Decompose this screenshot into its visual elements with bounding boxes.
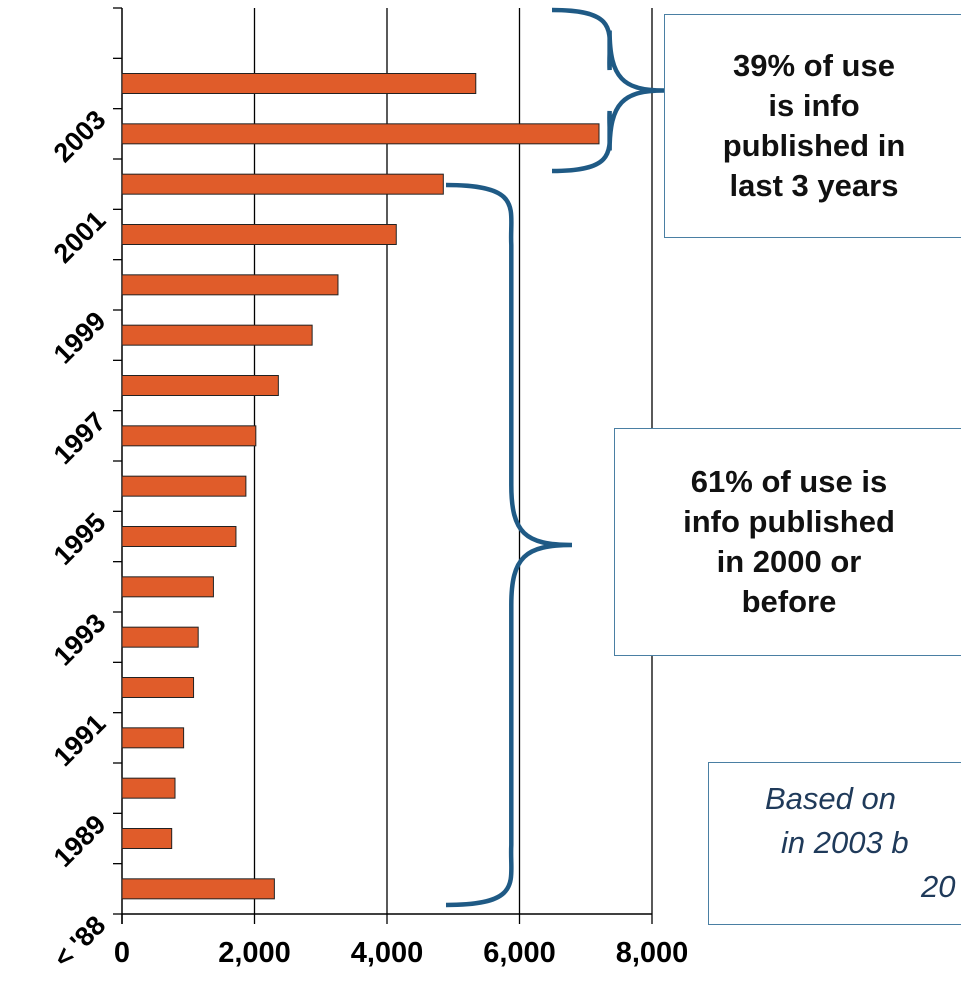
callout-line: is info bbox=[768, 88, 860, 123]
older-use-callout: 61% of use is info published in 2000 or … bbox=[614, 428, 961, 656]
bar bbox=[121, 224, 397, 245]
note-line: in 2003 b bbox=[781, 825, 909, 860]
callout-line: last 3 years bbox=[729, 168, 899, 203]
x-tick-label: 6,000 bbox=[483, 937, 556, 969]
bar bbox=[121, 878, 275, 900]
bar bbox=[121, 475, 247, 497]
x-tick-label: 2,000 bbox=[218, 937, 291, 969]
y-tick-label: 1995 bbox=[48, 507, 112, 571]
bracket-recent bbox=[551, 7, 665, 174]
callout-line: in 2000 or bbox=[716, 544, 862, 579]
bar bbox=[121, 626, 199, 648]
bar bbox=[121, 828, 173, 849]
source-note: Based on in 2003 b 20 bbox=[708, 762, 961, 925]
bar bbox=[121, 576, 214, 598]
recent-use-callout: 39% of use is info published in last 3 y… bbox=[664, 14, 961, 238]
callout-line: before bbox=[741, 584, 837, 619]
y-tick-label: < '88 bbox=[48, 910, 111, 973]
bar bbox=[121, 324, 313, 346]
callout-line: 61% of use is bbox=[690, 464, 888, 499]
bar bbox=[121, 375, 279, 396]
bar bbox=[121, 123, 600, 145]
bracket-older bbox=[445, 182, 573, 908]
bar bbox=[121, 274, 339, 296]
bar bbox=[121, 727, 185, 749]
y-tick-label: 1999 bbox=[48, 306, 112, 370]
x-tick-label: 0 bbox=[114, 937, 130, 969]
note-line: 20 bbox=[921, 869, 956, 904]
bar bbox=[121, 425, 257, 447]
y-tick-label: 1997 bbox=[48, 406, 112, 470]
x-tick-label: 8,000 bbox=[616, 937, 689, 969]
bar bbox=[121, 526, 237, 547]
callout-line: 39% of use bbox=[733, 48, 895, 83]
x-tick-label: 4,000 bbox=[351, 937, 424, 969]
bar bbox=[121, 173, 444, 195]
y-tick-label: 1991 bbox=[48, 708, 112, 772]
bar bbox=[121, 677, 195, 698]
bar bbox=[121, 777, 176, 799]
y-tick-label: 1993 bbox=[48, 608, 112, 672]
bar bbox=[121, 73, 477, 94]
callout-line: published in bbox=[722, 128, 906, 163]
y-tick-label: 2003 bbox=[48, 104, 112, 168]
callout-line: info published bbox=[683, 504, 895, 539]
y-tick-label: 2001 bbox=[48, 205, 112, 269]
y-tick-label: 1989 bbox=[48, 809, 112, 873]
note-line: Based on bbox=[765, 781, 896, 816]
